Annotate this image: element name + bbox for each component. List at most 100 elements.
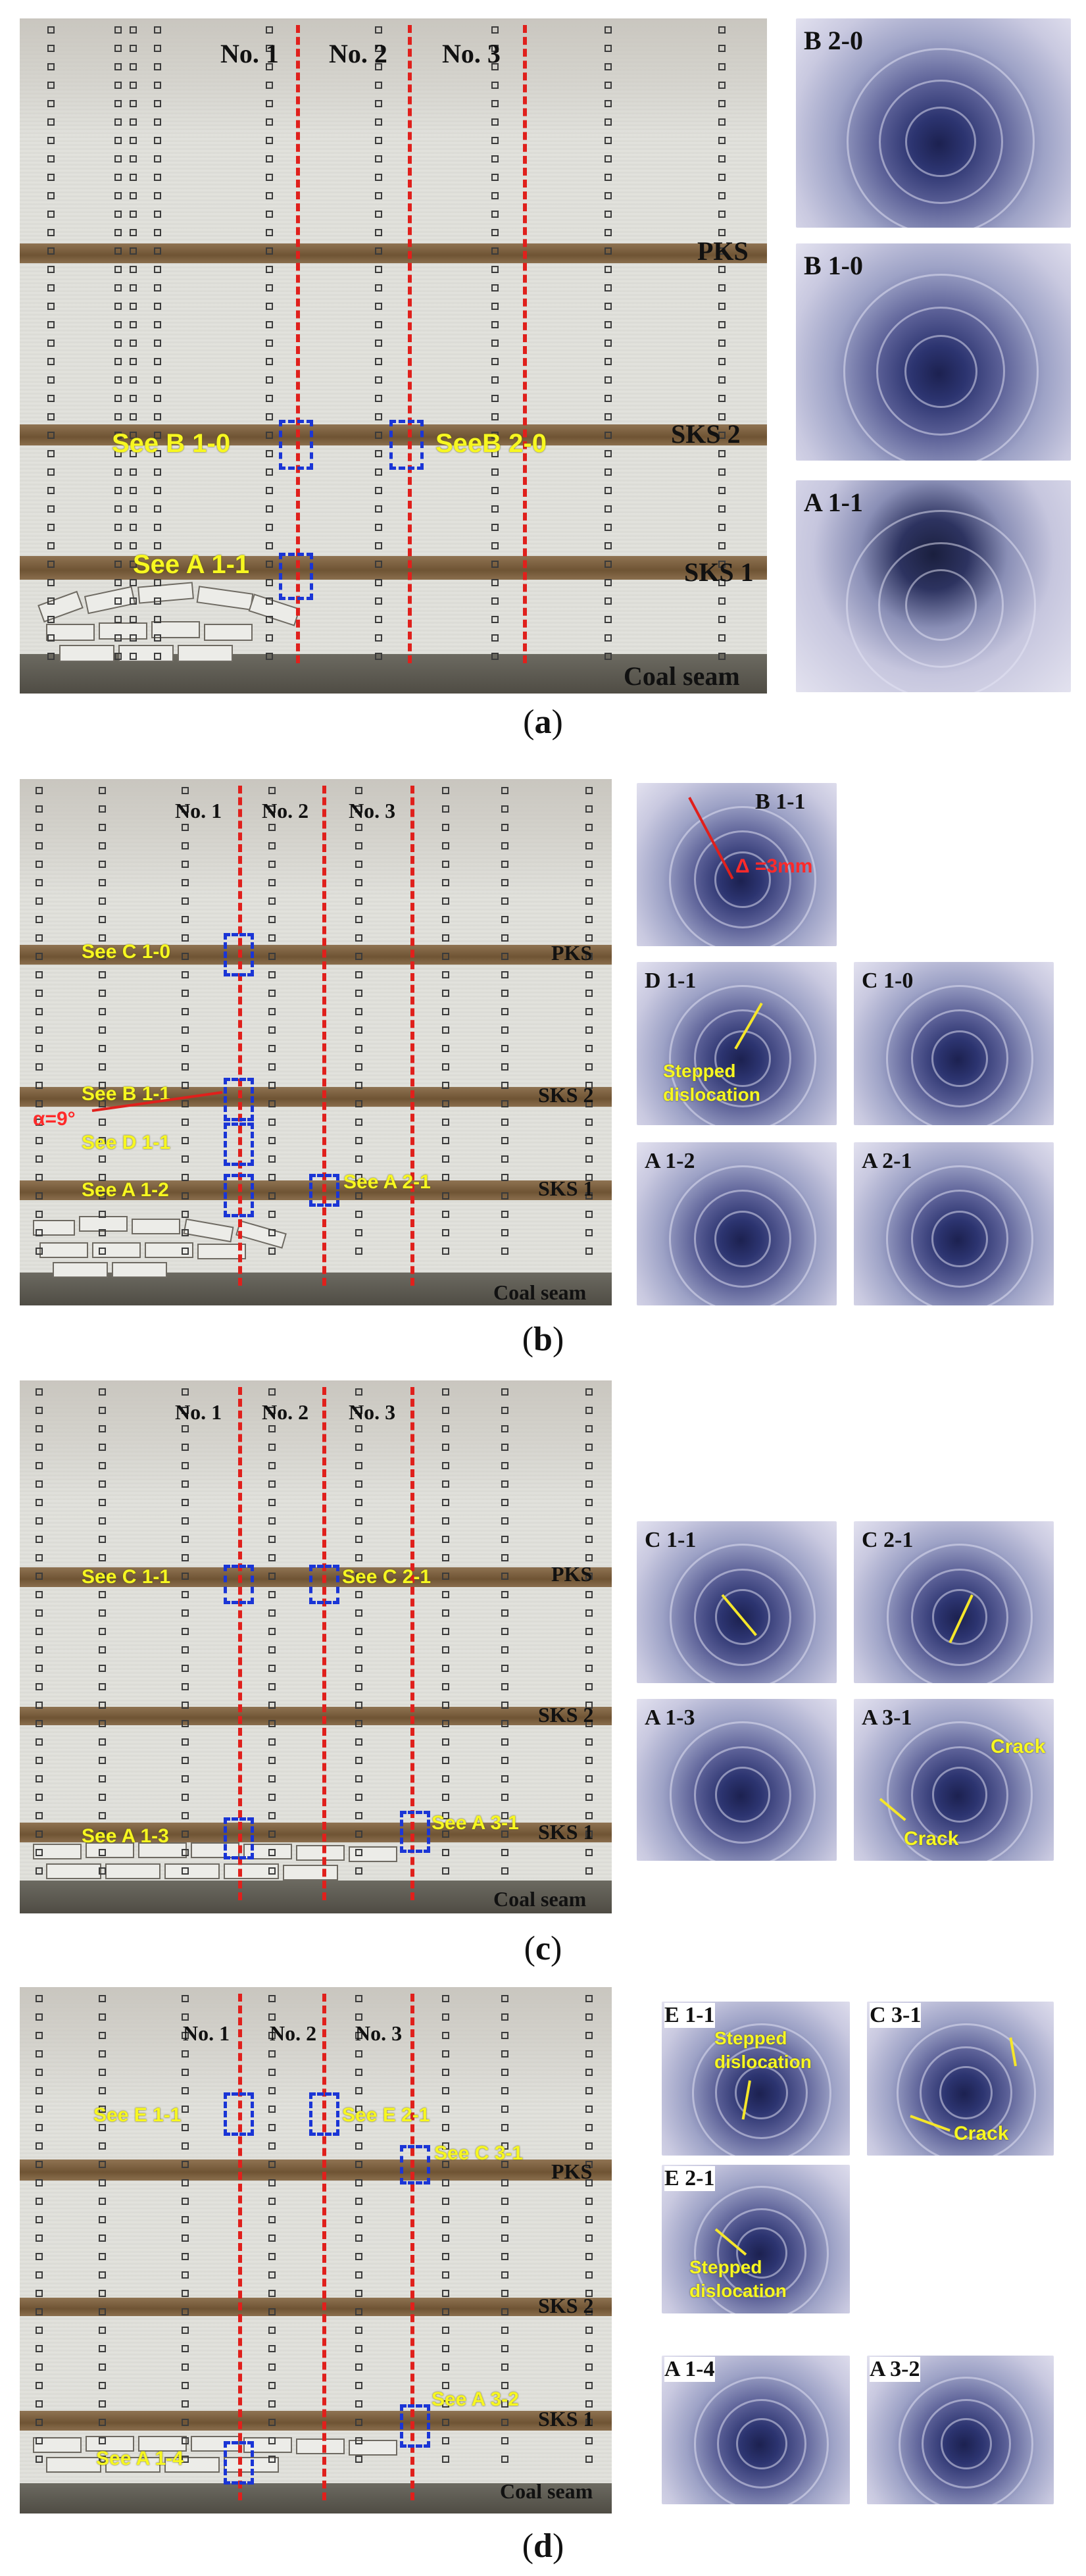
monitoring-point-marker (375, 155, 382, 163)
monitoring-point-marker (268, 934, 276, 942)
monitoring-point-marker (355, 2253, 362, 2260)
see-a21-label: See A 2-1 (343, 1171, 431, 1193)
label-sks2: SKS 2 (671, 419, 741, 449)
monitoring-point-marker (355, 1444, 362, 1451)
monitoring-point-marker (605, 229, 612, 236)
monitoring-point-marker (99, 1480, 106, 1488)
monitoring-point-marker (491, 82, 499, 89)
monitoring-point-marker (355, 1775, 362, 1782)
monitoring-point-marker (114, 82, 122, 89)
inspect-box-a21 (309, 1174, 339, 1207)
monitoring-point-marker (268, 2032, 276, 2039)
monitoring-point-marker (501, 1794, 508, 1801)
monitoring-point-marker (99, 2437, 106, 2444)
monitoring-point-marker (154, 63, 161, 70)
monitoring-point-marker (36, 1646, 43, 1654)
monitoring-point-marker (442, 824, 449, 831)
inspect-box-c11 (224, 1565, 254, 1604)
monitoring-point-marker (130, 597, 137, 605)
borehole-image-c11: C 1-1 (637, 1521, 837, 1683)
monitoring-point-marker (375, 505, 382, 513)
monitoring-point-marker (585, 787, 593, 794)
inspect-box-a32 (400, 2404, 430, 2448)
monitoring-point-marker (501, 824, 508, 831)
monitoring-point-marker (182, 1480, 189, 1488)
monitoring-point-marker (114, 266, 122, 273)
monitoring-point-marker (99, 1008, 106, 1015)
marker-column (180, 1380, 191, 1887)
monitoring-point-marker (501, 2106, 508, 2113)
monitoring-point-marker (355, 897, 362, 905)
monitoring-point-marker (36, 2235, 43, 2242)
monitoring-point-marker (491, 211, 499, 218)
monitoring-point-marker (268, 1444, 276, 1451)
monitoring-point-marker (442, 2106, 449, 2113)
monitoring-point-marker (442, 971, 449, 978)
monitoring-point-marker (491, 542, 499, 549)
monitoring-line-no3 (523, 25, 527, 663)
monitoring-point-marker (268, 1248, 276, 1255)
label-no3: No. 3 (349, 799, 396, 822)
monitoring-point-marker (605, 137, 612, 144)
monitoring-point-marker (36, 1995, 43, 2002)
borehole-image-e11: E 1-1 Stepped dislocation (662, 2002, 850, 2156)
monitoring-point-marker (130, 524, 137, 531)
monitoring-point-marker (99, 1849, 106, 1856)
borehole-wall-ring (896, 2023, 1036, 2156)
monitoring-point-marker (355, 2106, 362, 2113)
monitoring-point-marker (268, 1425, 276, 1432)
label-sks1: SKS 1 (684, 557, 754, 587)
monitoring-point-marker (442, 1517, 449, 1525)
stratum-pks (20, 1567, 612, 1587)
monitoring-point-marker (585, 2087, 593, 2094)
monitoring-point-marker (501, 1995, 508, 2002)
monitoring-point-marker (266, 597, 273, 605)
monitoring-point-marker (375, 247, 382, 255)
monitoring-point-marker (36, 1425, 43, 1432)
monitoring-point-marker (375, 524, 382, 531)
monitoring-point-marker (182, 2235, 189, 2242)
monitoring-point-marker (585, 953, 593, 960)
monitoring-point-marker (266, 26, 273, 34)
monitoring-point-marker (442, 1425, 449, 1432)
monitoring-point-marker (268, 1683, 276, 1690)
monitoring-point-marker (355, 1211, 362, 1218)
monitoring-point-marker (585, 2142, 593, 2150)
marker-column (717, 18, 728, 667)
monitoring-point-marker (585, 1174, 593, 1181)
monitoring-point-marker (130, 303, 137, 310)
monitoring-point-marker (154, 597, 161, 605)
monitoring-point-marker (36, 1720, 43, 1727)
monitoring-point-marker (268, 2327, 276, 2334)
monitoring-point-marker (585, 1517, 593, 1525)
monitoring-point-marker (718, 118, 726, 126)
borehole-image-e21: E 2-1 Stepped dislocation (662, 2165, 850, 2313)
monitoring-point-marker (182, 861, 189, 868)
monitoring-point-marker (375, 616, 382, 623)
monitoring-point-marker (501, 1137, 508, 1144)
monitoring-point-marker (47, 450, 55, 457)
inspect-box-a13 (224, 1817, 254, 1859)
monitoring-point-marker (99, 1425, 106, 1432)
monitoring-point-marker (585, 2161, 593, 2168)
monitoring-point-marker (718, 266, 726, 273)
monitoring-point-marker (501, 2382, 508, 2389)
marker-column (374, 18, 384, 667)
monitoring-point-marker (585, 2124, 593, 2131)
monitoring-point-marker (355, 1045, 362, 1052)
monitoring-point-marker (182, 1609, 189, 1617)
monitoring-point-marker (585, 1554, 593, 1561)
marker-column (500, 1380, 510, 1887)
monitoring-point-marker (99, 1775, 106, 1782)
monitoring-point-marker (36, 934, 43, 942)
monitoring-point-marker (442, 1174, 449, 1181)
monitoring-point-marker (268, 2124, 276, 2131)
monitoring-point-marker (114, 634, 122, 642)
monitoring-point-marker (99, 1407, 106, 1414)
monitoring-point-marker (36, 1174, 43, 1181)
monitoring-point-marker (36, 2142, 43, 2150)
marker-column (180, 779, 191, 1279)
monitoring-point-marker (442, 2437, 449, 2444)
monitoring-point-marker (355, 1867, 362, 1875)
borehole-label: A 2-1 (862, 1149, 912, 1173)
